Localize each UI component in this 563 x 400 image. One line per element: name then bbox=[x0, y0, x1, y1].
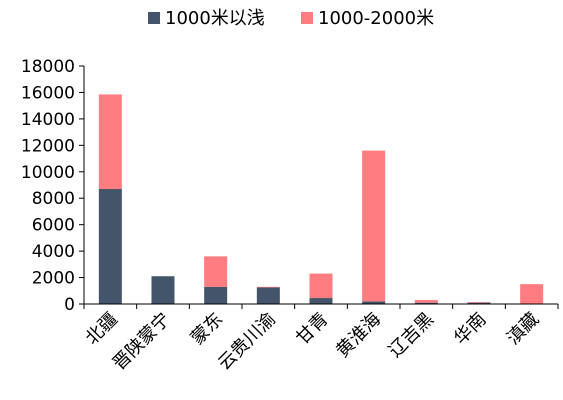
legend-swatch-1 bbox=[148, 12, 160, 24]
y-tick-label: 6000 bbox=[32, 216, 75, 236]
legend-label-1: 1000米以浅 bbox=[165, 8, 265, 29]
bar-segment-1 bbox=[362, 301, 386, 304]
x-tick-label: 辽吉黑 bbox=[385, 309, 438, 362]
y-tick-label: 2000 bbox=[32, 269, 75, 289]
y-tick-label: 18000 bbox=[21, 57, 75, 77]
bar-segment-2 bbox=[520, 284, 544, 304]
x-tick-label: 晋陕蒙宁 bbox=[109, 309, 175, 375]
y-axis: 0 2000 4000 6000 8000 10000 12000 14000 16000 180… bbox=[21, 57, 85, 315]
bar-segment-2 bbox=[362, 150, 386, 302]
bar-segment-1 bbox=[256, 287, 280, 304]
x-tick-label: 华南 bbox=[450, 309, 490, 349]
y-tick-label: 8000 bbox=[32, 189, 75, 209]
bar-segment-2 bbox=[467, 302, 491, 303]
bar-segment-1 bbox=[309, 298, 333, 304]
bar-segment-2 bbox=[98, 94, 122, 189]
bar-segment-2 bbox=[204, 256, 228, 287]
y-tick-label: 16000 bbox=[21, 83, 75, 103]
y-tick-label: 4000 bbox=[32, 242, 75, 262]
bar-segment-1 bbox=[98, 188, 122, 304]
x-tick-label: 云贵川渝 bbox=[214, 309, 280, 375]
bar-segment-2 bbox=[309, 273, 333, 299]
x-tick-label: 蒙东 bbox=[187, 309, 227, 349]
y-tick-label: 10000 bbox=[21, 163, 75, 183]
bar-segment-2 bbox=[414, 300, 438, 303]
legend-swatch-2 bbox=[301, 12, 313, 24]
bar-segment-2 bbox=[256, 286, 280, 288]
legend: 1000米以浅 1000-2000米 bbox=[148, 8, 434, 29]
bars bbox=[98, 94, 544, 304]
bar-segment-1 bbox=[204, 286, 228, 304]
bar-segment-1 bbox=[414, 302, 438, 304]
x-tick-label: 北疆 bbox=[82, 309, 122, 349]
y-tick-label: 0 bbox=[64, 295, 75, 315]
x-tick-label: 黄淮海 bbox=[332, 309, 385, 362]
x-tick-label: 滇藏 bbox=[503, 309, 543, 349]
y-tick-label: 12000 bbox=[21, 136, 75, 156]
legend-label-2: 1000-2000米 bbox=[318, 8, 434, 29]
bar-segment-1 bbox=[467, 302, 491, 304]
y-tick-label: 14000 bbox=[21, 110, 75, 130]
x-tick-label: 甘青 bbox=[292, 309, 332, 349]
bar-segment-1 bbox=[151, 276, 175, 304]
